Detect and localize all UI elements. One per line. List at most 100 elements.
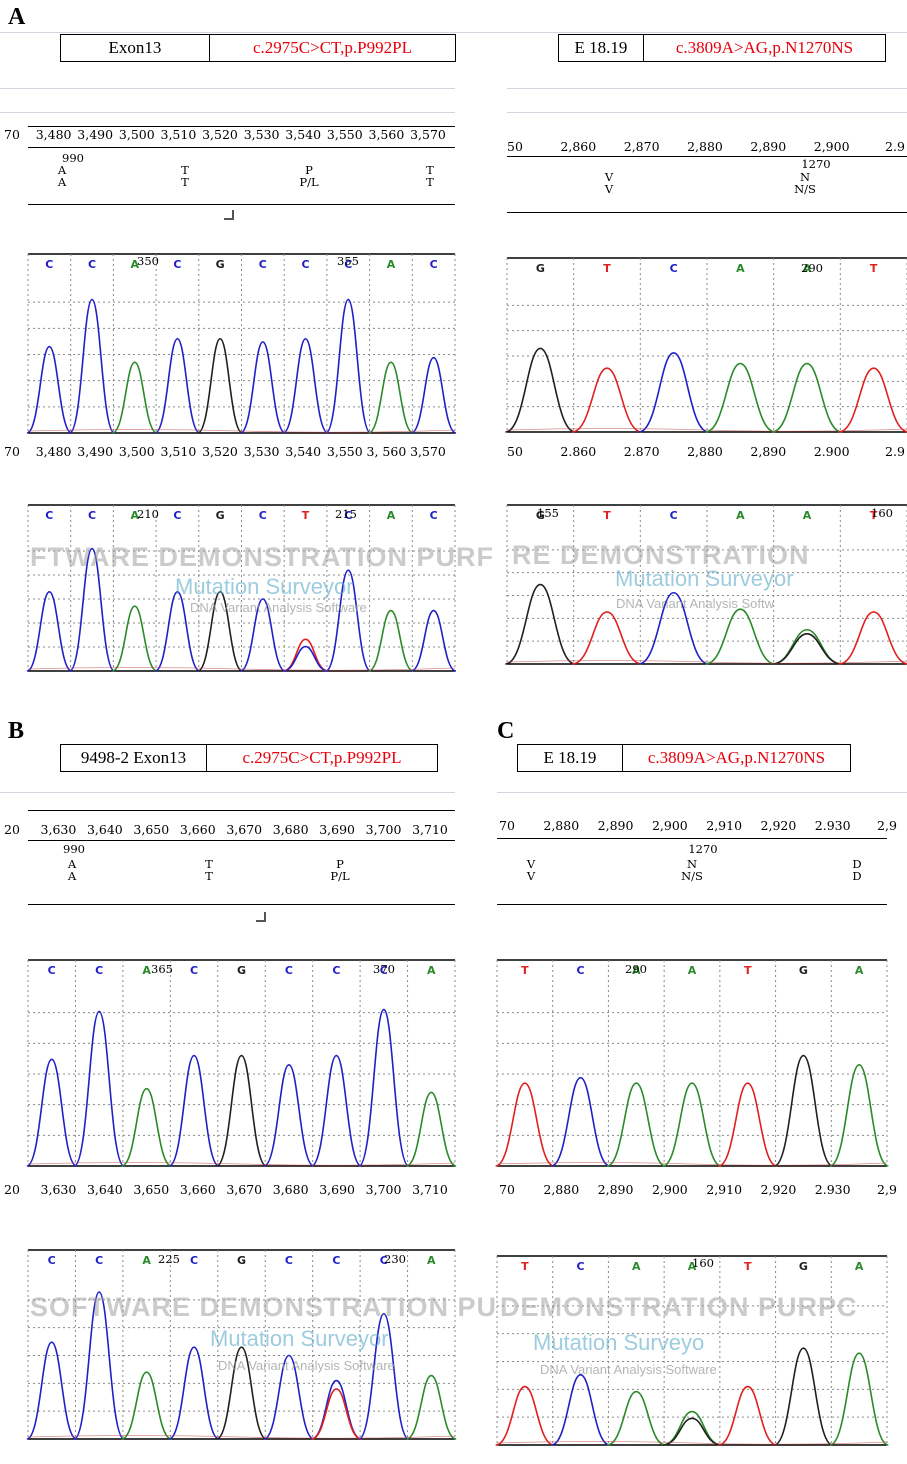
trace-peak: [26, 590, 73, 672]
amino-acid: V V: [604, 170, 614, 196]
watermark-demo: FTWARE DEMONSTRATION PURF: [30, 542, 494, 572]
codon-number: 990: [63, 842, 85, 856]
base-call: C: [285, 964, 293, 977]
ruler-tick-label: 70: [499, 818, 515, 833]
base-call: C: [95, 964, 103, 977]
base-call: A: [803, 262, 812, 275]
ruler-tick-label: 3,530: [243, 127, 280, 142]
base-call: A: [736, 262, 745, 275]
position-label: 155: [537, 506, 559, 520]
base-call: A: [632, 964, 641, 977]
base-call: T: [744, 1260, 752, 1273]
base-call: A: [130, 258, 139, 271]
base-call: A: [130, 509, 139, 522]
trace-peak: [111, 361, 158, 434]
ruler-tick-label: 2,9: [877, 818, 897, 833]
base-call: G: [799, 1260, 808, 1273]
position-label: 230: [384, 1252, 406, 1266]
panel-c-header: E 18.19 c.3809A>AG,p.N1270NS: [517, 744, 851, 772]
top-separator: [0, 32, 907, 33]
ruler-tick-label: 3,660: [179, 822, 216, 837]
amino-acid: D D: [852, 857, 862, 883]
trace-peak: [197, 337, 243, 434]
ruler-tick-label: 3,480: [35, 127, 72, 142]
trace-peak: [282, 337, 329, 434]
ruler-tick-label: 2,910: [706, 818, 743, 833]
position-ruler: 70 3,480 3,490 3,500 3,510 3,520 3,530 3,540 3,5…: [0, 444, 455, 460]
grid-row: [507, 112, 907, 113]
ruler-tick-label: 3,640: [86, 822, 123, 837]
base-call: T: [744, 964, 752, 977]
ruler-tick-label: 2,890: [750, 139, 787, 154]
ruler-line: [28, 147, 455, 148]
watermark-subtitle: DNA Variant Analysis Software: [190, 600, 367, 615]
grid-row: [0, 792, 455, 793]
ruler-tick-label: 2,860: [560, 139, 597, 154]
base-call: A: [803, 509, 812, 522]
base-call: C: [190, 964, 198, 977]
ruler-tick-label: 3,700: [365, 1182, 402, 1197]
ruler-tick-label: 3,660: [179, 1182, 216, 1197]
trace-peak: [662, 1082, 722, 1167]
base-call: C: [380, 964, 388, 977]
ruler-tick-label: 3, 560: [366, 444, 407, 459]
trace-peak: [325, 298, 372, 434]
ruler-tick-label: 2,870: [623, 139, 660, 154]
trace-peak-secondary: [771, 633, 843, 665]
base-call: C: [88, 258, 96, 271]
ruler-tick-label: 2,920: [760, 818, 797, 833]
trace-noise: [506, 428, 907, 432]
trace-peak: [662, 1410, 722, 1446]
watermark-product: Mutation Surveyor: [210, 1326, 389, 1351]
trace-peak: [551, 1076, 611, 1167]
ruler-tick-label: 2.900: [813, 444, 850, 459]
base-call: C: [95, 1254, 103, 1267]
trace-peak: [311, 1054, 362, 1167]
watermark-subtitle: DNA Variant Analysis Software: [218, 1358, 395, 1373]
amino-acid: A A: [57, 163, 67, 189]
ruler-tick-label: 2.870: [623, 444, 660, 459]
base-call: G: [799, 964, 808, 977]
trace-peak-secondary: [282, 645, 329, 672]
trace-peak: [26, 1058, 78, 1167]
trace-noise: [27, 1162, 456, 1166]
trace-peak: [263, 1063, 315, 1167]
position-label: 160: [871, 506, 893, 520]
trace-peak: [771, 362, 843, 433]
panel-a-label: A: [8, 4, 26, 30]
position-ruler: 70 3,480 3,490 3,500 3,510 3,520 3,530 3,540 3,5…: [0, 127, 455, 143]
position-label: 290: [625, 962, 647, 976]
base-call: C: [332, 964, 340, 977]
trace-peak: [68, 547, 116, 672]
ruler-tick-label: 3,510: [160, 444, 197, 459]
ruler-tick-label: 3,650: [133, 822, 170, 837]
ruler-tick-label: 70: [499, 1182, 515, 1197]
ruler-tick-label: 70: [4, 444, 20, 459]
trace-peak: [705, 608, 776, 665]
ruler-tick-label: 3,550: [326, 444, 363, 459]
base-call: C: [173, 258, 181, 271]
base-call: T: [302, 509, 310, 522]
ruler-tick-label: 3,560: [368, 127, 405, 142]
watermark-product: Mutation Surveyor: [175, 574, 354, 599]
trace-noise: [496, 1162, 888, 1166]
gene-name: Exon13: [61, 35, 210, 61]
codon-number: 1270: [688, 842, 718, 856]
ruler-tick-label: 3,680: [272, 1182, 309, 1197]
panel-a-left-header: Exon13 c.2975C>CT,p.P992PL: [60, 34, 456, 62]
cursor-marker: [224, 210, 234, 220]
ruler-tick-label: 20: [4, 1182, 20, 1197]
trace-peak: [551, 1374, 611, 1446]
gene-name: E 18.19: [559, 35, 644, 61]
ruler-tick-label: 3,630: [40, 822, 77, 837]
watermark-demo: DEMONSTRATION PURPC: [500, 1292, 858, 1322]
ruler-tick-label: 70: [4, 127, 20, 142]
ruler-tick-label: 3,670: [226, 1182, 263, 1197]
trace-peak: [282, 638, 329, 672]
grid-row: [0, 88, 455, 89]
ruler-tick-label: 2,880: [687, 444, 723, 459]
base-call: T: [870, 262, 878, 275]
ruler-tick-label: 20: [4, 822, 20, 837]
